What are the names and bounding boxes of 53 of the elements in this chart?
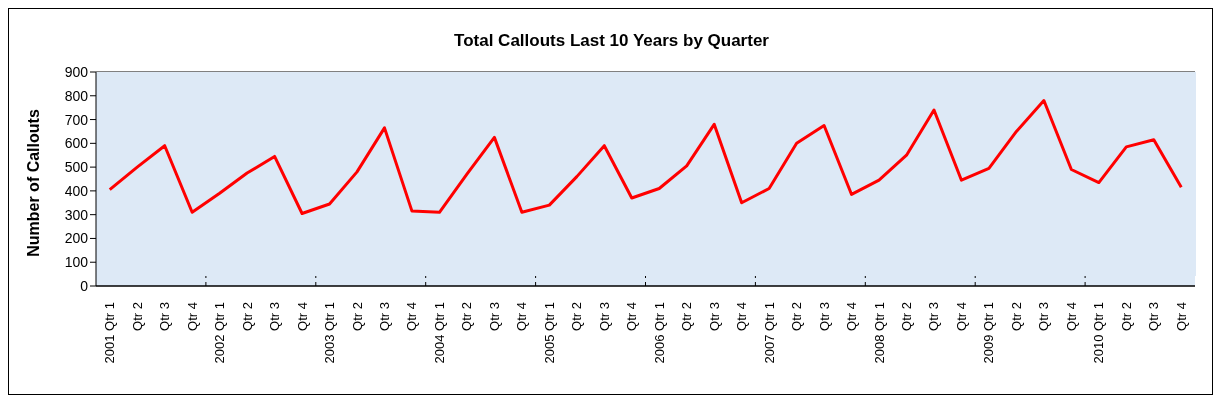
x-tick-label: Qtr 2 [679,302,695,331]
x-tick-label: Qtr 3 [1036,302,1052,331]
x-tick-label: Qtr 4 [624,302,640,331]
x-tick-label: Qtr 4 [1173,302,1189,331]
x-tick-label: Qtr 2 [129,302,145,331]
x-tick-label: Qtr 3 [267,302,283,331]
x-tick-label: Qtr 2 [789,302,805,331]
x-tick-label: Qtr 4 [953,302,969,331]
x-tick-label: 2005 Qtr 1 [541,302,557,364]
x-tick-label: Qtr 3 [816,302,832,331]
x-tick-label: Qtr 2 [569,302,585,331]
x-tick-label: Qtr 4 [844,302,860,331]
x-tick-label: Qtr 4 [514,302,530,331]
y-tick-label: 600 [64,135,89,152]
x-tick-label: Qtr 2 [899,302,915,331]
x-tick-label: 2003 Qtr 1 [322,302,338,364]
y-axis-title: Number of Callouts [25,109,43,257]
x-tick-label: 2007 Qtr 1 [761,302,777,364]
x-tick-label: Qtr 2 [349,302,365,331]
x-tick-label: Qtr 2 [1008,302,1024,331]
x-tick-label: 2004 Qtr 1 [431,302,447,364]
chart-title: Total Callouts Last 10 Years by Quarter [453,31,770,51]
x-tick-label: Qtr 4 [1063,302,1079,331]
x-tick-label: Qtr 4 [734,302,750,331]
x-tick-label: 2006 Qtr 1 [651,302,667,364]
x-tick-label: Qtr 3 [157,302,173,331]
x-tick-label: Qtr 3 [1146,302,1162,331]
x-tick-label: 2002 Qtr 1 [212,302,228,364]
x-tick-label: Qtr 4 [404,302,420,331]
x-tick-label: 2010 Qtr 1 [1091,302,1107,364]
x-tick-label: Qtr 3 [596,302,612,331]
y-tick-label: 100 [64,254,89,271]
y-tick-label: 700 [64,111,89,128]
y-tick-label: 500 [64,159,89,176]
x-tick-label: Qtr 4 [294,302,310,331]
x-tick-label: Qtr 3 [486,302,502,331]
y-tick-label: 900 [64,63,89,80]
y-tick-label: 200 [64,230,89,247]
y-tick-label: 300 [64,206,89,223]
x-tick-label: 2008 Qtr 1 [871,302,887,364]
x-tick-label: Qtr 2 [239,302,255,331]
x-tick-label: 2009 Qtr 1 [981,302,997,364]
x-tick-label: Qtr 2 [1118,302,1134,331]
x-tick-label: 2001 Qtr 1 [102,302,118,364]
x-tick-label: Qtr 3 [926,302,942,331]
x-tick-label: Qtr 4 [184,302,200,331]
x-tick-label: Qtr 2 [459,302,475,331]
y-tick-label: 0 [80,277,89,294]
line-series [108,99,1183,215]
y-tick-label: 400 [64,182,89,199]
x-tick-label: Qtr 3 [376,302,392,331]
x-tick-label: Qtr 3 [706,302,722,331]
y-tick-label: 800 [64,87,89,104]
